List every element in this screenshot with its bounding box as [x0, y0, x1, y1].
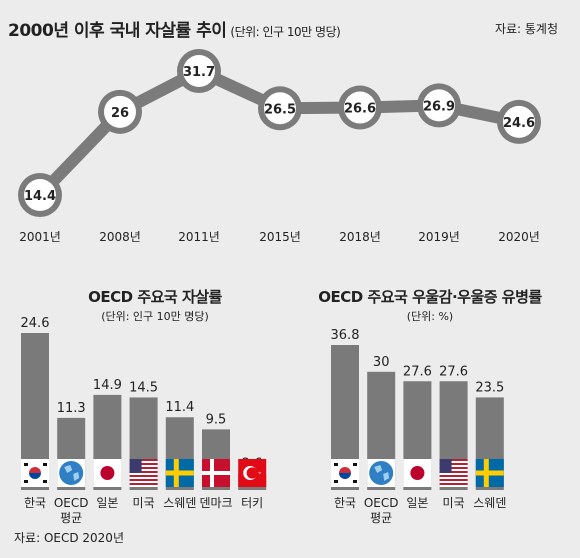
usa-flag-icon [439, 459, 468, 487]
x-tick-label: 2011년 [178, 230, 220, 244]
suicide-value-label: 14.9 [93, 378, 122, 393]
suicide-category-label: 한국 [24, 496, 46, 510]
suicide-bar-chart-unit: (단위: 인구 10만 명당) [101, 310, 209, 323]
x-tick-label: 2020년 [498, 230, 540, 244]
suicide-bar-chart-title: OECD 주요국 자살률 [88, 288, 222, 306]
depression-value-label: 27.6 [403, 364, 432, 379]
depression-category-label: OECD [364, 496, 399, 510]
sweden-flag-icon [475, 459, 504, 487]
data-point [344, 91, 376, 124]
data-label: 26.9 [423, 99, 455, 114]
data-point [264, 92, 296, 125]
x-tick-label: 2008년 [99, 230, 141, 244]
depression-category-label: 한국 [334, 496, 356, 510]
line-chart-title-text: 2000년 이후 국내 자살률 추이 [8, 21, 227, 41]
data-label: 31.7 [183, 65, 215, 80]
suicide-category-label: 덴마크 [199, 496, 232, 510]
depression-value-label: 36.8 [331, 328, 360, 343]
suicide-value-label: 11.3 [57, 401, 86, 416]
x-tick-label: 2019년 [418, 230, 460, 244]
depression-bar-chart-title: OECD 주요국 우울감·우울증 유병률 [318, 288, 542, 306]
depression-category-label: 평균 [370, 511, 392, 525]
suicide-category-label: 평균 [60, 511, 82, 525]
data-point [104, 95, 136, 128]
data-label: 26 [111, 106, 129, 121]
depression-value-label: 30 [373, 355, 390, 370]
suicide-value-label: 9.5 [206, 412, 227, 427]
suicide-category-label: 스웨덴 [163, 496, 196, 510]
globe-icon [57, 459, 86, 487]
depression-category-label: 미국 [443, 496, 465, 510]
data-point [503, 105, 535, 138]
depression-category-label: 일본 [406, 496, 428, 510]
usa-flag-icon [129, 459, 158, 487]
suicide-value-label: 11.4 [165, 400, 194, 415]
depression-value-label: 27.6 [439, 364, 468, 379]
japan-flag-icon [93, 459, 122, 487]
suicide-value-label: 24.6 [21, 316, 50, 331]
data-point [183, 55, 215, 87]
x-tick-label: 2018년 [339, 230, 381, 244]
line-chart-unit: (단위: 인구 10만 명당) [230, 25, 341, 39]
data-label: 14.4 [24, 189, 56, 204]
suicide-category-label: 터키 [241, 496, 263, 510]
source-label-top: 자료: 통계청 [494, 22, 558, 36]
globe-icon [367, 459, 396, 487]
data-label: 26.6 [344, 102, 376, 117]
data-point [423, 89, 455, 122]
sweden-flag-icon [165, 459, 194, 487]
x-tick-label: 2015년 [259, 230, 301, 244]
data-label: 26.5 [264, 102, 296, 117]
suicide-value-label: 14.5 [129, 380, 158, 395]
suicide-category-label: OECD [54, 496, 89, 510]
korea-flag-icon [331, 459, 359, 487]
turkey-flag-icon [238, 459, 267, 487]
data-point [24, 179, 56, 211]
depression-category-label: 스웨덴 [473, 496, 506, 510]
depression-value-label: 23.5 [475, 380, 504, 395]
suicide-category-label: 미국 [133, 496, 155, 510]
source-label-bottom: 자료: OECD 2020년 [14, 531, 124, 545]
japan-flag-icon [403, 459, 432, 487]
data-label: 24.6 [503, 116, 535, 131]
suicide-category-label: 일본 [96, 496, 118, 510]
x-tick-label: 2001년 [19, 230, 61, 244]
depression-bar-chart-unit: (단위: %) [406, 310, 454, 323]
line-chart-title: 2000년 이후 국내 자살률 추이 (단위: 인구 10만 명당) [8, 16, 341, 41]
korea-flag-icon [21, 459, 49, 487]
denmark-flag-icon [202, 459, 230, 487]
